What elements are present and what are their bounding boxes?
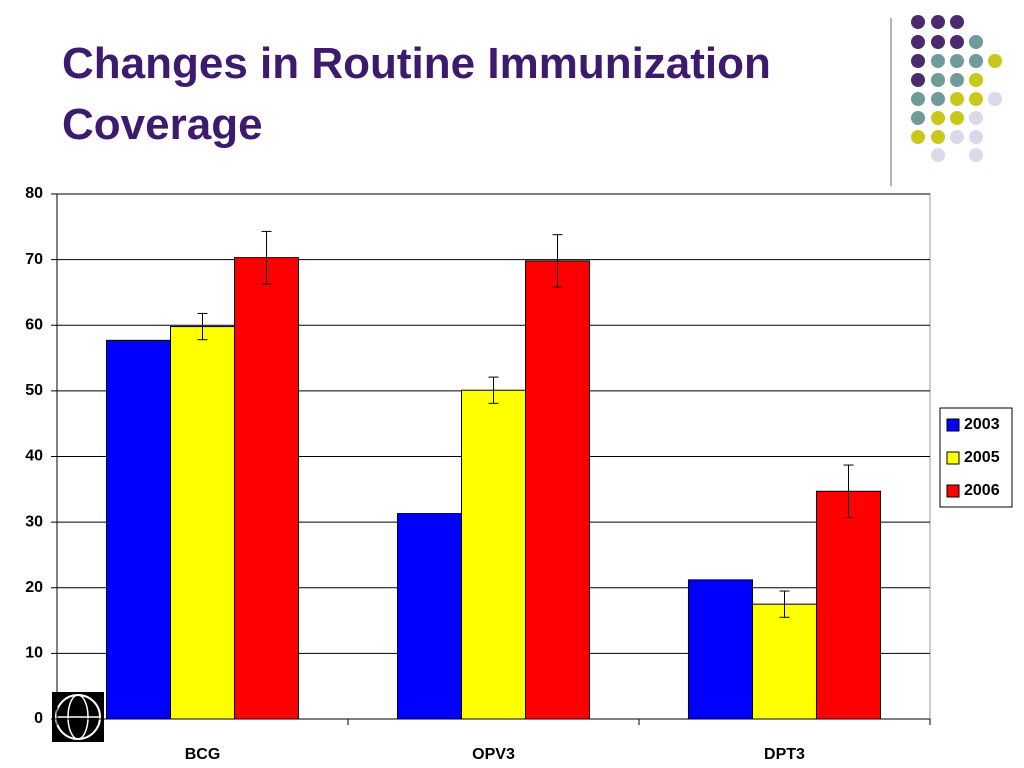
x-tick-label: BCG xyxy=(185,746,221,763)
dot xyxy=(931,130,945,144)
legend-label: 2003 xyxy=(964,416,1000,433)
legend-label: 2005 xyxy=(964,449,1000,466)
dot xyxy=(911,73,925,87)
bar xyxy=(105,339,171,720)
dot xyxy=(931,148,945,162)
dot xyxy=(911,111,925,125)
y-tick-label: 40 xyxy=(25,448,43,465)
y-tick-label: 10 xyxy=(25,645,43,662)
bar xyxy=(525,260,591,720)
dot xyxy=(950,130,964,144)
dot xyxy=(950,73,964,87)
error-bar xyxy=(197,312,208,341)
dot xyxy=(969,35,983,49)
dot xyxy=(950,111,964,125)
dot xyxy=(950,15,964,29)
bar xyxy=(687,579,753,720)
bar xyxy=(751,603,818,720)
dot-decoration xyxy=(911,15,1002,162)
y-tick-label: 60 xyxy=(25,316,43,333)
logo-left xyxy=(52,692,104,742)
legend: 2003 2005 2006 xyxy=(939,407,1013,508)
bar xyxy=(234,257,300,720)
dot xyxy=(931,54,945,68)
y-tick-label: 20 xyxy=(25,579,43,596)
dot xyxy=(950,35,964,49)
dot xyxy=(911,15,925,29)
title-line: Changes in Routine Immunization Coverage xyxy=(62,39,771,149)
bar xyxy=(169,326,236,720)
dot xyxy=(988,54,1002,68)
error-bar xyxy=(261,230,272,285)
dot xyxy=(931,15,945,29)
dot xyxy=(969,92,983,106)
dot xyxy=(969,111,983,125)
y-tick-label: 70 xyxy=(25,251,43,268)
error-bar xyxy=(552,234,563,288)
legend-swatch xyxy=(946,484,960,498)
dot xyxy=(911,35,925,49)
dot xyxy=(969,148,983,162)
dot xyxy=(911,130,925,144)
dot xyxy=(931,111,945,125)
dot xyxy=(911,54,925,68)
x-tick-label: OPV3 xyxy=(472,746,515,763)
dot xyxy=(950,54,964,68)
dot xyxy=(950,92,964,106)
y-tick-label: 30 xyxy=(25,513,43,530)
error-bar xyxy=(843,464,854,519)
error-bar xyxy=(488,376,499,404)
dot xyxy=(931,35,945,49)
bar xyxy=(460,389,527,720)
dot xyxy=(969,54,983,68)
legend-label: 2006 xyxy=(964,482,1000,499)
y-tick-label: 80 xyxy=(25,185,43,202)
dot xyxy=(931,73,945,87)
dot xyxy=(969,73,983,87)
error-bar xyxy=(779,590,790,618)
dot xyxy=(969,130,983,144)
dot xyxy=(931,92,945,106)
legend-swatch xyxy=(946,418,960,432)
bar xyxy=(816,490,882,720)
dot xyxy=(911,92,925,106)
y-tick-label: 0 xyxy=(34,710,43,727)
x-tick-label: DPT3 xyxy=(764,746,805,763)
bar xyxy=(396,513,462,720)
y-tick-label: 50 xyxy=(25,382,43,399)
dot xyxy=(988,92,1002,106)
legend-swatch xyxy=(946,451,960,465)
